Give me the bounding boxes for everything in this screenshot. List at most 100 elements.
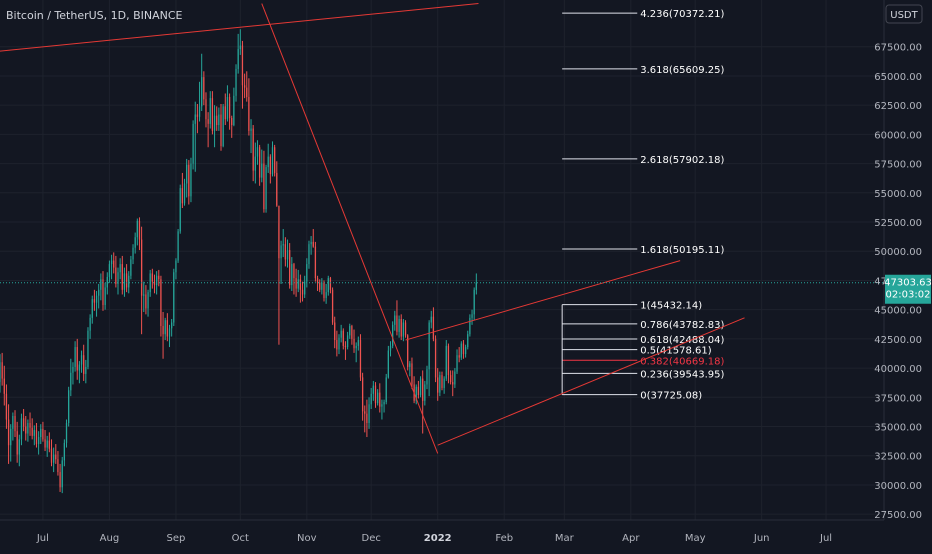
candle-down	[407, 335, 409, 367]
candle-down	[258, 147, 261, 178]
time-tick-label: Mar	[555, 533, 575, 544]
fibonacci-extension[interactable]: 0(37725.08) 0.236(39543.95) 0.382(40669.18…	[561, 9, 724, 402]
fib-level-label: 2.618(57902.18)	[640, 155, 724, 166]
candle-down	[441, 375, 443, 388]
candle-up	[394, 315, 396, 325]
trendline-descending-trendline[interactable]	[261, 3, 439, 454]
trendline-channel-lower[interactable]	[437, 317, 745, 446]
candle-up	[85, 366, 87, 374]
candle-down	[220, 114, 222, 147]
candle-up	[424, 384, 426, 401]
candle-down	[216, 115, 218, 126]
candle-up	[198, 106, 201, 117]
candle-down	[31, 427, 33, 436]
candle-down	[269, 156, 271, 175]
time-tick-label: Nov	[297, 533, 317, 544]
candle-up	[87, 330, 89, 367]
candle-down	[29, 423, 31, 428]
candle-down	[329, 278, 332, 290]
candle-down	[316, 278, 319, 283]
candle-up	[460, 343, 462, 358]
candle-up	[179, 188, 181, 232]
candle-down	[25, 426, 27, 434]
candle-up	[467, 334, 469, 348]
price-tick-label: 60000.00	[874, 130, 922, 141]
candle-up	[430, 316, 432, 323]
grid-lines	[0, 0, 884, 520]
candle-up	[254, 156, 256, 171]
candle-up	[18, 439, 20, 455]
candle-down	[432, 316, 435, 339]
candle-up	[119, 264, 121, 273]
candle-up	[52, 454, 55, 463]
currency-button[interactable]: USDT	[885, 4, 923, 24]
candle-up	[218, 114, 220, 126]
candle-down	[284, 244, 287, 260]
time-tick-label: Jun	[753, 533, 770, 544]
candle-down	[295, 278, 297, 289]
candle-down	[151, 273, 153, 282]
trendline-upper-resistance[interactable]	[0, 3, 479, 53]
fib-level-label: 4.236(70372.21)	[640, 9, 724, 20]
candle-down	[342, 330, 344, 346]
candle-down	[50, 448, 53, 463]
candle-up	[456, 355, 458, 372]
candle-up	[267, 156, 269, 168]
candle-up	[63, 442, 66, 461]
candle-down	[400, 319, 402, 337]
candle-down	[462, 343, 465, 355]
candle-up	[175, 260, 177, 273]
candle-down	[145, 294, 147, 309]
candle-up	[68, 390, 70, 424]
candle-down	[273, 147, 276, 173]
candle-down	[301, 289, 304, 295]
fib-level-label: 0.236(39543.95)	[640, 369, 724, 380]
candle-up	[192, 123, 194, 164]
candle-up	[143, 294, 145, 296]
price-tick-label: 40000.00	[874, 364, 922, 375]
currency-label: USDT	[890, 10, 918, 21]
time-tick-label: Dec	[362, 533, 381, 544]
candle-up	[426, 369, 428, 385]
candle-up	[177, 231, 179, 261]
candle-up	[445, 345, 447, 379]
time-axis[interactable]: Jul Aug Sep Oct Nov Dec 2022 Feb Mar Apr May Jun Jul	[36, 533, 832, 544]
candle-down	[263, 163, 265, 210]
candle-up	[173, 272, 175, 323]
candle-up	[402, 322, 405, 337]
price-tick-label: 37500.00	[874, 393, 922, 404]
candle-up	[327, 278, 329, 293]
candle-up	[338, 337, 340, 350]
candle-down	[366, 413, 368, 424]
trendline-channel-upper[interactable]	[405, 260, 681, 341]
fib-level-label: 3.618(65609.25)	[640, 65, 724, 76]
price-tick-label: 52500.00	[874, 218, 922, 229]
candle-up	[387, 350, 390, 378]
candle-up	[100, 279, 102, 290]
candle-down	[422, 378, 424, 401]
time-tick-label: Sep	[167, 533, 186, 544]
candle-up	[443, 378, 445, 388]
candle-down	[205, 99, 207, 120]
candle-down	[160, 279, 162, 327]
candle-down	[417, 386, 420, 395]
candle-down	[44, 439, 46, 448]
trendlines[interactable]	[0, 3, 745, 454]
candle-up	[306, 264, 308, 282]
candle-up	[10, 428, 12, 446]
candle-down	[289, 250, 291, 286]
price-tick-label: 45000.00	[874, 306, 922, 317]
price-axis[interactable]: 27500.00 30000.00 32500.00 35000.00 37500.00…	[874, 43, 922, 521]
price-tick-label: 50000.00	[874, 247, 922, 258]
fib-level-label: 1(45432.14)	[640, 301, 702, 312]
time-tick-label: Aug	[100, 533, 120, 544]
candle-up	[130, 259, 132, 276]
candle-up	[475, 282, 477, 290]
candle-up	[40, 428, 42, 438]
candle-up	[213, 115, 216, 131]
candle-down	[188, 164, 190, 197]
candle-up	[355, 345, 357, 349]
